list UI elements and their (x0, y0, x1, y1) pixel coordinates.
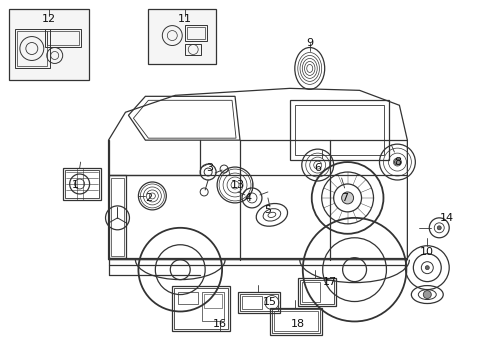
Text: 3: 3 (207, 163, 214, 173)
Bar (204, 293, 222, 307)
Text: 9: 9 (306, 37, 313, 48)
Text: 6: 6 (314, 163, 321, 173)
Text: 14: 14 (440, 213, 454, 223)
Bar (108, 175, 126, 258)
Bar (9, 9, 89, 80)
Text: 4: 4 (245, 193, 251, 203)
Bar (295, 105, 385, 155)
Bar (45, 28, 81, 46)
Text: 17: 17 (322, 276, 337, 287)
Bar (270, 307, 322, 336)
Bar (148, 9, 216, 64)
Bar (172, 285, 230, 332)
Bar (242, 296, 262, 310)
Text: 1: 1 (72, 180, 79, 190)
Text: 13: 13 (231, 180, 245, 190)
Bar (238, 292, 280, 314)
Circle shape (423, 291, 431, 298)
Bar (174, 288, 228, 329)
Bar (15, 28, 50, 68)
Text: 16: 16 (213, 319, 227, 329)
Bar (47, 31, 78, 45)
Bar (272, 310, 319, 333)
Bar (240, 293, 278, 311)
Bar (187, 27, 205, 39)
Bar (178, 292, 198, 303)
Bar (290, 100, 390, 160)
Bar (111, 178, 124, 256)
Bar (302, 282, 319, 302)
Bar (185, 44, 201, 55)
Circle shape (437, 226, 441, 230)
Circle shape (342, 192, 354, 204)
Bar (274, 311, 318, 332)
Text: 2: 2 (145, 193, 152, 203)
Bar (298, 278, 336, 306)
Text: 7: 7 (341, 193, 348, 203)
Bar (202, 292, 224, 321)
Bar (17, 31, 47, 67)
Bar (300, 280, 334, 303)
Bar (185, 24, 207, 41)
Text: 5: 5 (265, 205, 271, 215)
Text: 10: 10 (420, 247, 434, 257)
Circle shape (394, 159, 400, 165)
Circle shape (425, 266, 429, 270)
Text: 11: 11 (178, 14, 192, 24)
Bar (65, 170, 98, 198)
Bar (63, 168, 100, 200)
Text: 12: 12 (42, 14, 56, 24)
Text: 18: 18 (291, 319, 305, 329)
Text: 8: 8 (394, 157, 401, 167)
Text: 15: 15 (263, 297, 277, 306)
